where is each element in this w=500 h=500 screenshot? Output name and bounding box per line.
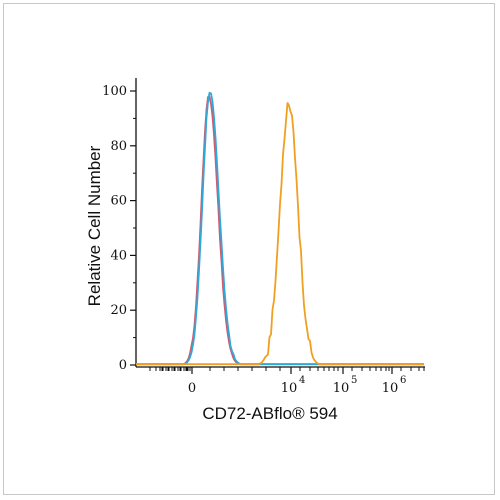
series-orange-curve — [136, 102, 424, 366]
y-tick-label: 60 — [110, 194, 127, 209]
x-tick-exponent: 5 — [351, 375, 357, 386]
series-group — [136, 91, 424, 366]
y-tick-label: 40 — [110, 248, 127, 263]
x-axis-title: CD72-ABflo® 594 — [202, 404, 337, 423]
chart-frame — [3, 3, 495, 495]
y-tick-label: 100 — [102, 84, 127, 99]
y-tick-label: 20 — [110, 303, 127, 318]
series-blue-curve — [136, 91, 424, 366]
x-tick-label: 10 — [382, 381, 399, 396]
x-tick-exponent: 6 — [400, 375, 406, 386]
x-tick-label: 10 — [333, 381, 350, 396]
x-tick-label: 10 — [281, 381, 298, 396]
y-tick-label: 80 — [110, 139, 127, 154]
series-red-curve — [136, 95, 424, 366]
y-tick-label: 0 — [119, 358, 127, 373]
x-tick-exponent: 4 — [299, 375, 305, 386]
y-axis-ticks: 0 20 40 60 80 100 — [102, 84, 136, 373]
y-axis-title: Relative Cell Number — [85, 145, 104, 306]
x-tick-label: 0 — [188, 381, 196, 396]
